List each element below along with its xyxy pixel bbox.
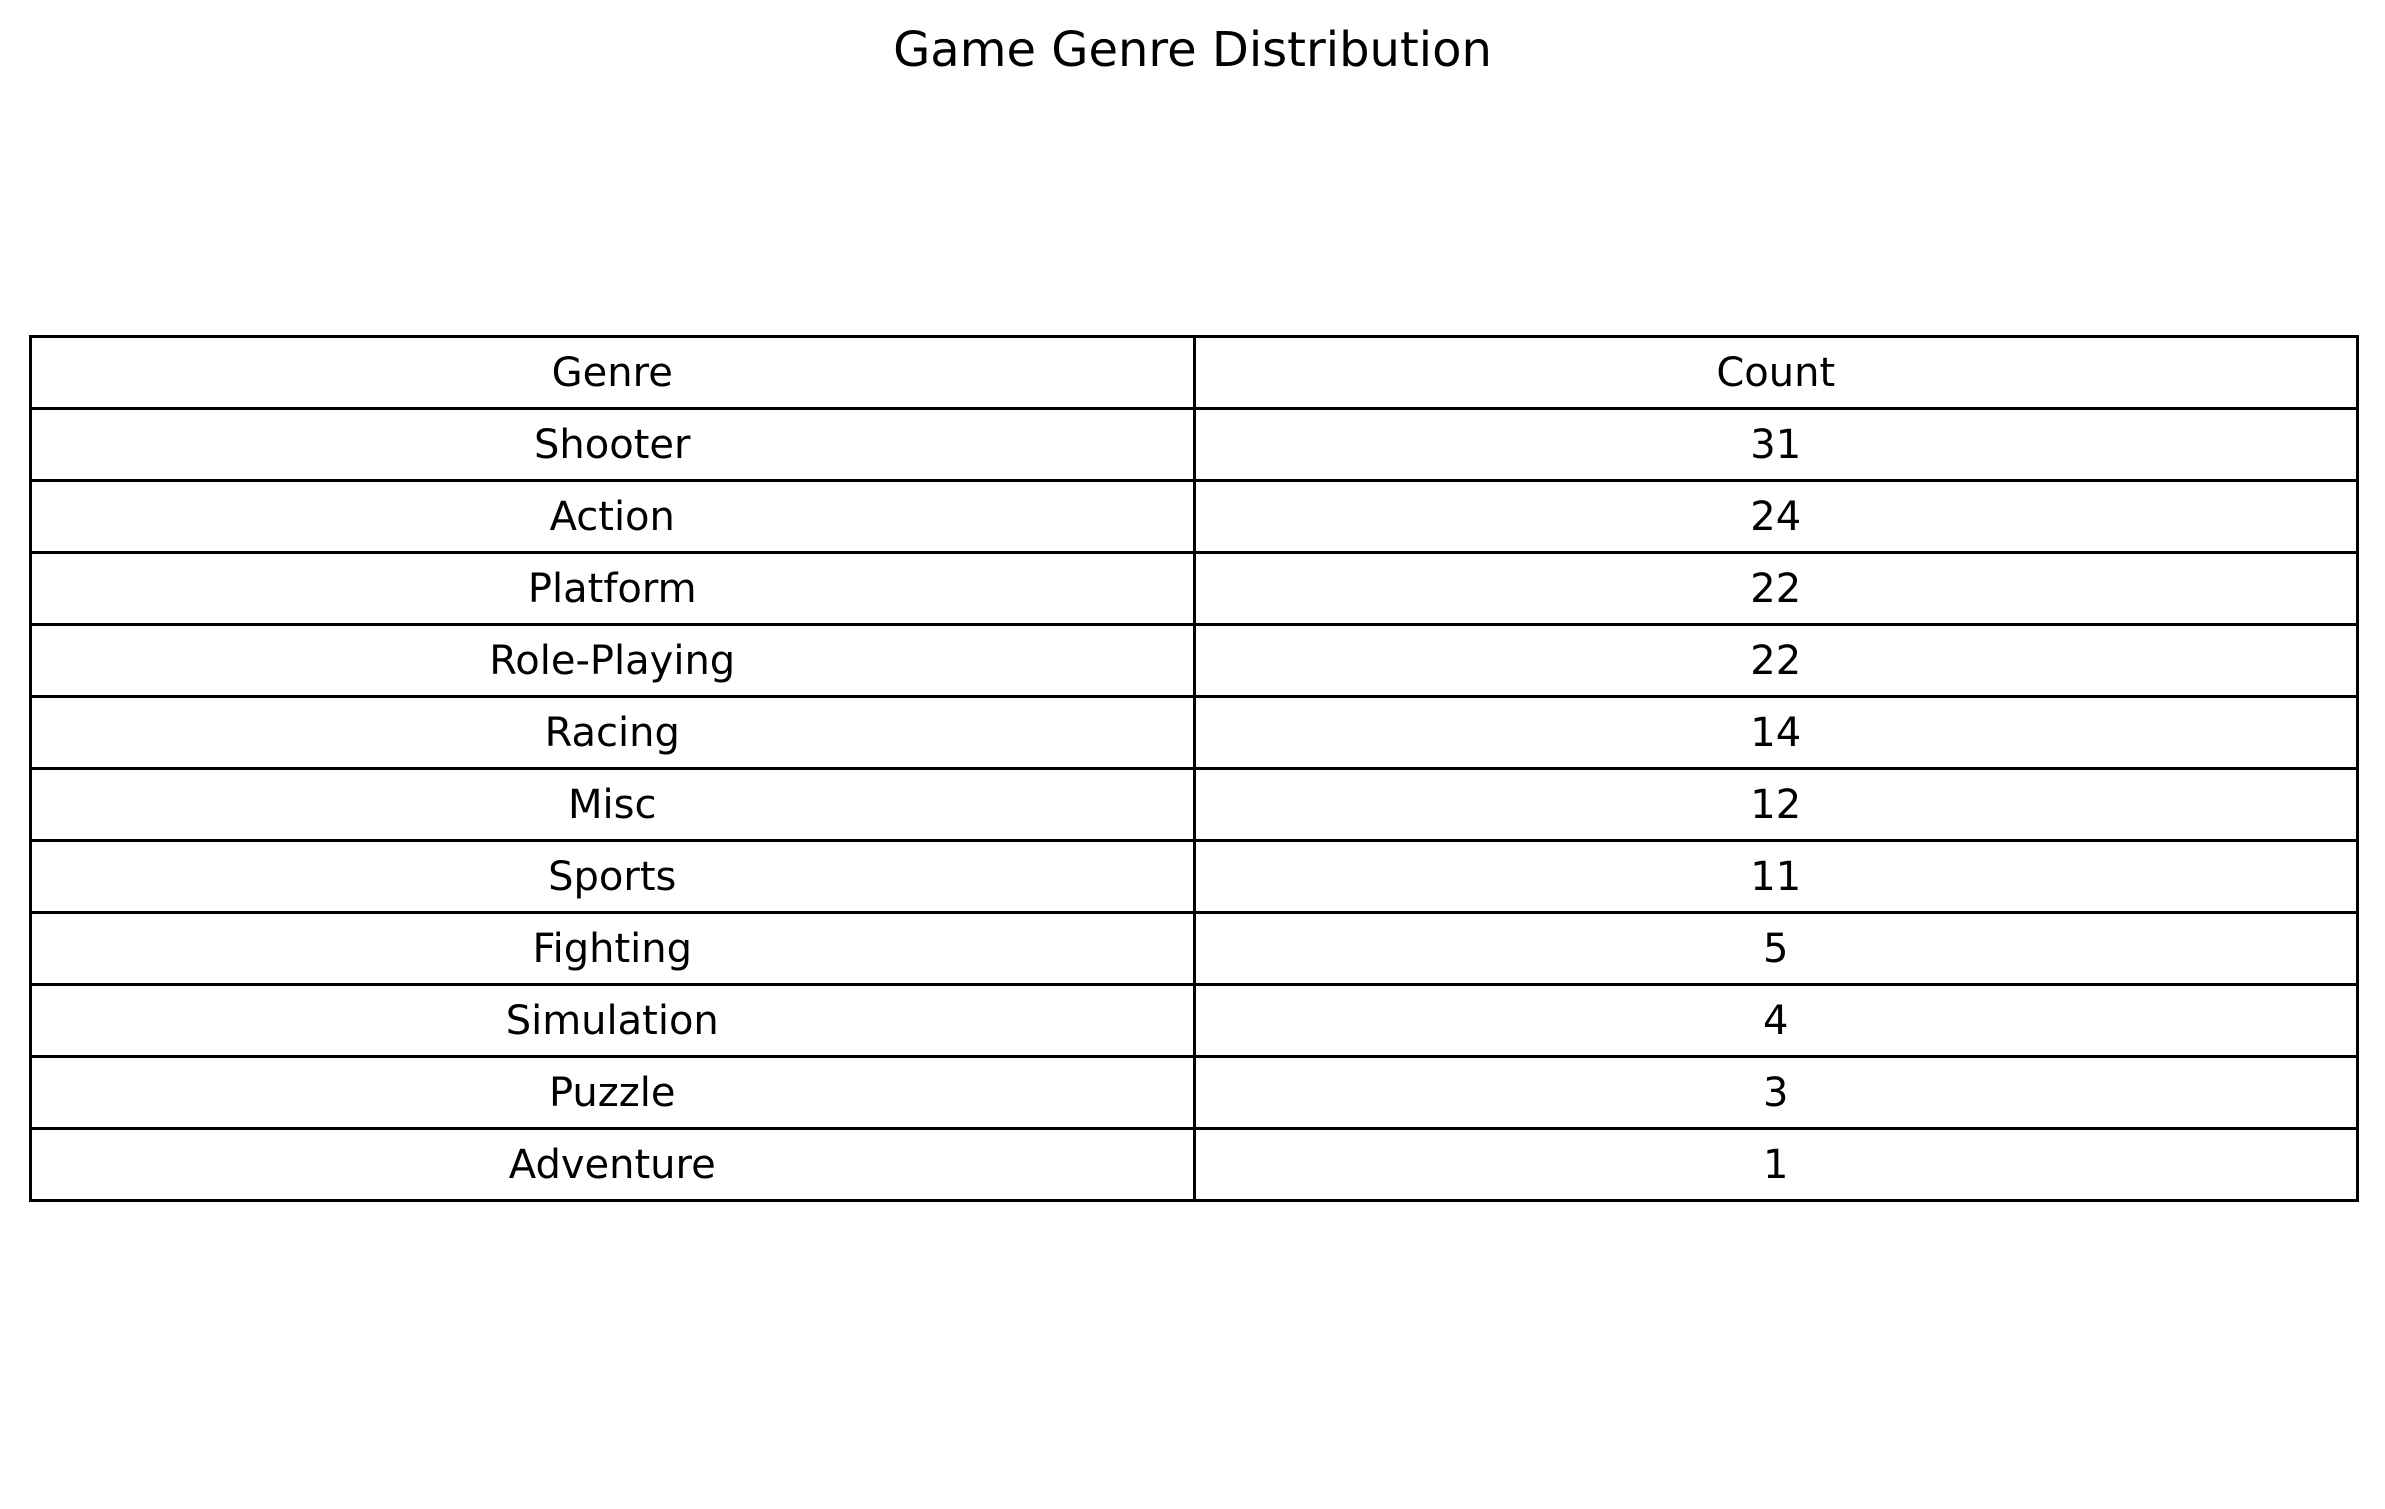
count-cell: 24 [1192,479,2359,554]
count-cell: 1 [1192,1127,2359,1202]
genre-cell: Role-Playing [29,623,1196,698]
table-body: Shooter 31 Action 24 Platform 22 Role-Playing 2… [29,407,2359,1202]
table-row: Platform 22 [29,551,2359,626]
genre-table: Genre Count Shooter 31 Action 24 Platform 22 R… [29,335,2359,1202]
column-header-genre: Genre [29,335,1196,410]
count-cell: 22 [1192,551,2359,626]
chart-title: Game Genre Distribution [893,22,1492,78]
genre-cell: Adventure [29,1127,1196,1202]
count-cell: 3 [1192,1055,2359,1130]
count-cell: 22 [1192,623,2359,698]
count-cell: 5 [1192,911,2359,986]
genre-cell: Platform [29,551,1196,626]
genre-cell: Sports [29,839,1196,914]
genre-cell: Simulation [29,983,1196,1058]
count-cell: 4 [1192,983,2359,1058]
table-row: Action 24 [29,479,2359,554]
count-cell: 12 [1192,767,2359,842]
table-row: Racing 14 [29,695,2359,770]
count-cell: 31 [1192,407,2359,482]
genre-cell: Action [29,479,1196,554]
table-row: Misc 12 [29,767,2359,842]
table-row: Role-Playing 22 [29,623,2359,698]
genre-cell: Racing [29,695,1196,770]
genre-cell: Puzzle [29,1055,1196,1130]
genre-cell: Fighting [29,911,1196,986]
genre-cell: Misc [29,767,1196,842]
count-cell: 14 [1192,695,2359,770]
table-row: Puzzle 3 [29,1055,2359,1130]
table-row: Shooter 31 [29,407,2359,482]
count-cell: 11 [1192,839,2359,914]
genre-cell: Shooter [29,407,1196,482]
table-header-row: Genre Count [29,335,2359,410]
table-row: Adventure 1 [29,1127,2359,1202]
table-row: Sports 11 [29,839,2359,914]
table-row: Fighting 5 [29,911,2359,986]
column-header-count: Count [1192,335,2359,410]
table-row: Simulation 4 [29,983,2359,1058]
